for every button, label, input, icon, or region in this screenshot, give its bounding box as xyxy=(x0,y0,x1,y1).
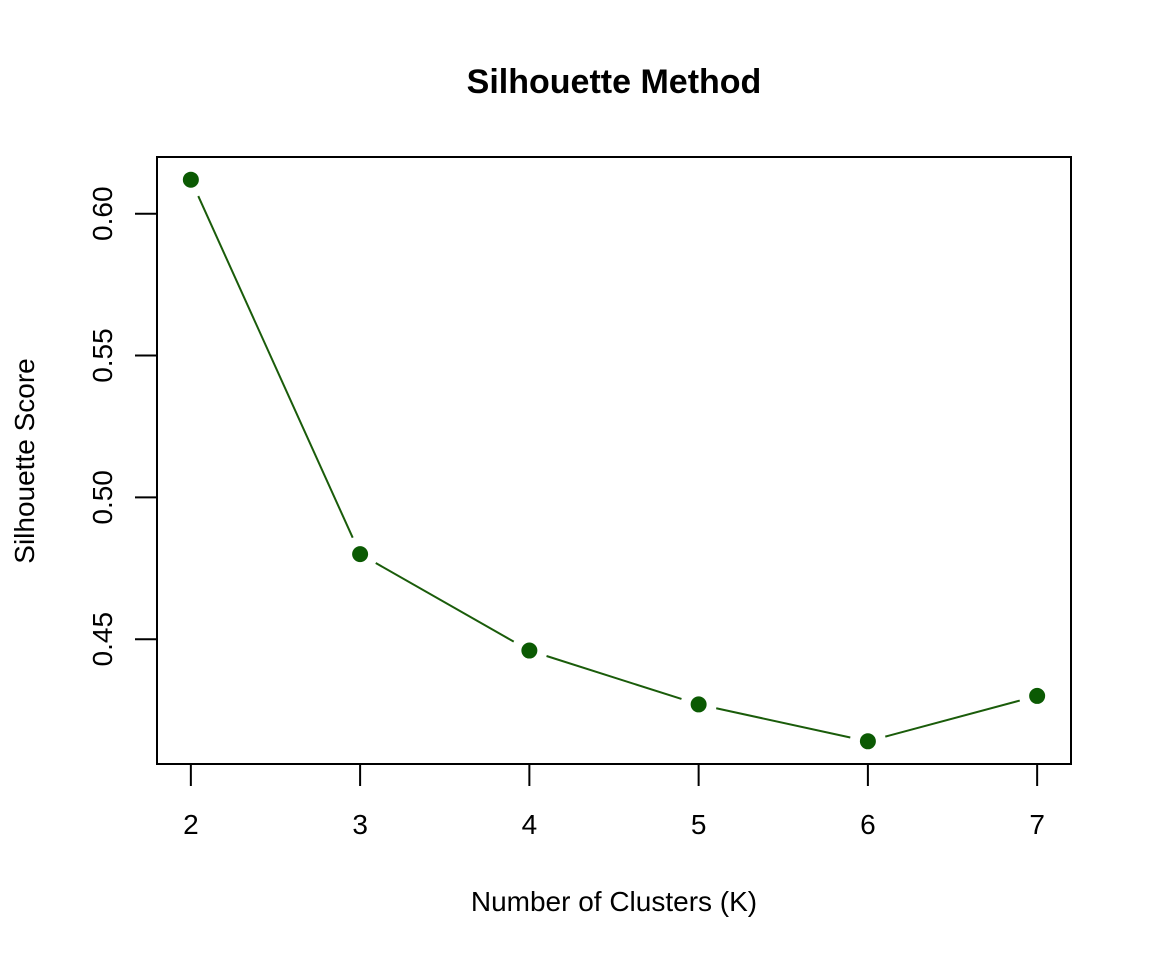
data-point xyxy=(352,546,369,563)
x-tick-label: 3 xyxy=(352,809,368,840)
y-tick-label: 0.55 xyxy=(87,328,118,383)
x-tick-label: 4 xyxy=(522,809,538,840)
y-tick-label: 0.50 xyxy=(87,470,118,525)
x-tick-label: 5 xyxy=(691,809,707,840)
data-point xyxy=(859,733,876,750)
y-axis-label: Silhouette Score xyxy=(9,358,40,563)
data-point xyxy=(521,642,538,659)
x-tick-label: 2 xyxy=(183,809,199,840)
series-points xyxy=(182,171,1046,750)
data-point xyxy=(182,171,199,188)
chart-title: Silhouette Method xyxy=(467,63,762,101)
plot-frame xyxy=(156,156,1072,765)
series-line-segment xyxy=(197,195,354,539)
x-axis-label: Number of Clusters (K) xyxy=(471,886,757,917)
y-axis: 0.45 0.50 0.55 0.60 xyxy=(87,186,158,667)
data-point xyxy=(1029,687,1046,704)
y-tick-label: 0.60 xyxy=(87,186,118,241)
x-tick-label: 7 xyxy=(1029,809,1045,840)
series-line-segment xyxy=(546,655,682,700)
series-line xyxy=(197,195,1021,739)
y-tick-label: 0.45 xyxy=(87,612,118,667)
series-line-segment xyxy=(375,562,515,643)
series-line-segment xyxy=(716,707,851,739)
x-tick-label: 6 xyxy=(860,809,876,840)
data-point xyxy=(690,696,707,713)
series-line-segment xyxy=(885,699,1021,738)
x-axis: 2 3 4 5 6 7 xyxy=(183,763,1045,840)
